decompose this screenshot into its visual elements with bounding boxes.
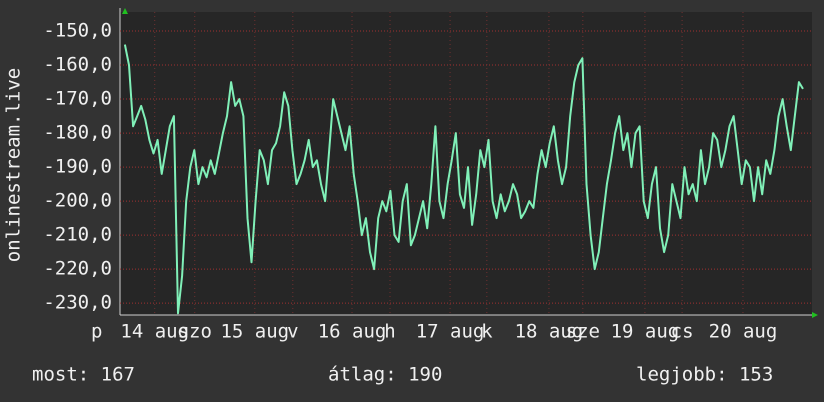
y-tick-label: -230,0: [43, 292, 112, 314]
y-tick-label: -170,0: [43, 88, 112, 110]
y-axis-label: onlinestream.live: [3, 68, 25, 262]
x-tick-label: k: [481, 321, 493, 343]
y-tick-label: -190,0: [43, 156, 112, 178]
x-tick-label: h: [384, 321, 395, 343]
x-tick-label: cs: [671, 321, 694, 343]
y-axis-arrow: [122, 8, 128, 14]
x-tick-label: 15 aug: [220, 321, 289, 343]
x-tick-label: 14 aug: [120, 321, 189, 343]
y-tick-label: -200,0: [43, 190, 112, 212]
x-tick-label: 16 aug: [318, 321, 387, 343]
y-tick-label: -210,0: [43, 224, 112, 246]
footer-average: átlag: 190: [328, 364, 442, 386]
data-line: [123, 44, 804, 315]
x-tick-label: p: [91, 321, 102, 343]
y-tick-label: -160,0: [43, 54, 112, 76]
y-tick-label: -180,0: [43, 122, 112, 144]
y-tick-label: -150,0: [43, 20, 112, 42]
x-tick-label: 18 aug: [515, 321, 584, 343]
x-tick-label: 20 aug: [709, 321, 778, 343]
x-axis-arrow: [812, 312, 818, 318]
x-tick-label: sze: [566, 321, 600, 343]
x-tick-label: v: [287, 321, 298, 343]
x-tick-label: 17 aug: [416, 321, 485, 343]
x-tick-label: szo: [178, 321, 212, 343]
plot-area: [120, 12, 812, 315]
x-tick-label: 19 aug: [611, 321, 680, 343]
footer-current: most: 167: [32, 364, 135, 386]
y-tick-label: -220,0: [43, 258, 112, 280]
footer-best: legjobb: 153: [636, 364, 773, 386]
